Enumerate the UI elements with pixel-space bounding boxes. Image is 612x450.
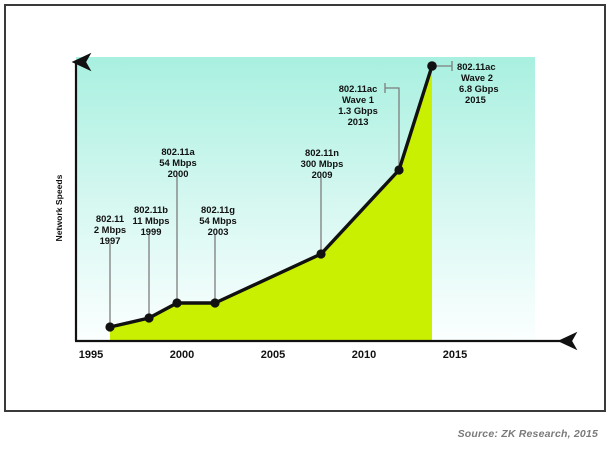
y-axis-label: Network Speeds (54, 174, 64, 241)
data-point-markers (105, 61, 437, 332)
data-point-80211n[interactable] (316, 249, 326, 259)
annotation-80211-year: 1997 (100, 235, 121, 246)
annotation-80211n-speed: 300 Mbps (301, 158, 344, 169)
x-tick-label-2005: 2005 (261, 349, 285, 361)
annotation-80211g-speed: 54 Mbps (199, 215, 237, 226)
annotation-80211a-speed: 54 Mbps (159, 157, 197, 168)
area-fill (110, 66, 432, 341)
annotation-80211a: 802.11a 54 Mbps 2000 (159, 146, 197, 179)
x-tick-label-2015: 2015 (443, 349, 467, 361)
annotation-80211-speed: 2 Mbps (94, 224, 126, 235)
annotation-80211ac-wave2-year: 2015 (465, 94, 486, 105)
x-tick-label-2000: 2000 (170, 349, 194, 361)
x-tick-label-1995: 1995 (79, 349, 103, 361)
leader-line-80211ac-wave1 (385, 87, 400, 168)
annotation-80211ac-wave2: 802.11ac Wave 2 6.8 Gbps 2015 (457, 61, 499, 105)
annotation-80211a-year: 2000 (168, 168, 189, 179)
data-point-80211g[interactable] (210, 298, 220, 308)
annotation-80211a-standard: 802.11a (161, 146, 195, 157)
annotation-80211-standard: 802.11 (96, 213, 124, 224)
annotation-80211b-standard: 802.11b (134, 204, 168, 215)
annotation-80211ac-wave1: 802.11ac Wave 1 1.3 Gbps 2013 (338, 83, 378, 127)
annotation-80211g-standard: 802.11g (201, 204, 235, 215)
annotation-80211ac-wave1-wave: Wave 1 (342, 94, 374, 105)
annotation-80211ac-wave2-standard: 802.11ac (457, 61, 496, 72)
annotation-80211: 802.11 2 Mbps 1997 (94, 213, 126, 246)
data-point-80211ac-wave1[interactable] (394, 165, 404, 175)
annotation-80211ac-wave2-speed: 6.8 Gbps (459, 83, 499, 94)
data-point-80211ac-wave2[interactable] (427, 61, 437, 71)
data-point-80211[interactable] (105, 322, 115, 332)
annotation-80211b: 802.11b 11 Mbps 1999 (133, 204, 170, 237)
data-point-80211b[interactable] (144, 313, 154, 323)
annotation-80211g: 802.11g 54 Mbps 2003 (199, 204, 237, 237)
annotation-80211n-standard: 802.11n (305, 147, 339, 158)
leader-lines (109, 61, 453, 325)
annotation-80211b-speed: 11 Mbps (133, 215, 170, 226)
x-tick-label-2010: 2010 (352, 349, 376, 361)
annotation-80211ac-wave1-speed: 1.3 Gbps (338, 105, 378, 116)
annotation-80211ac-wave1-standard: 802.11ac (339, 83, 378, 94)
annotation-80211b-year: 1999 (141, 226, 162, 237)
source-note: Source: ZK Research, 2015 (457, 428, 598, 440)
annotation-80211g-year: 2003 (208, 226, 229, 237)
annotation-80211n-year: 2009 (312, 169, 333, 180)
annotation-80211ac-wave1-year: 2013 (348, 116, 369, 127)
annotation-80211n: 802.11n 300 Mbps 2009 (301, 147, 344, 180)
annotation-80211ac-wave2-wave: Wave 2 (461, 72, 493, 83)
data-point-80211a[interactable] (172, 298, 182, 308)
